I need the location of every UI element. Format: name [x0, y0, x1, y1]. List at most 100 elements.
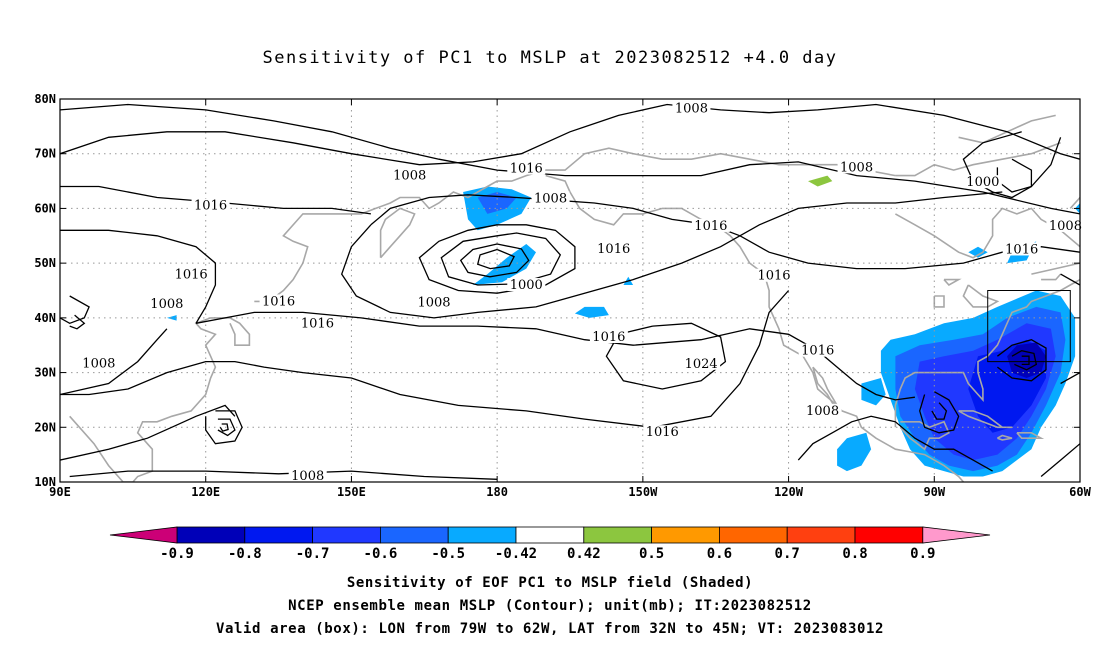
contour-label-bg: [682, 356, 721, 370]
contour-label: 1008: [291, 469, 324, 484]
contour-label: 1008: [417, 296, 450, 311]
contour-label-bg: [755, 268, 793, 282]
colorbar-bin: [854, 526, 924, 544]
contour-label-bg: [390, 168, 429, 182]
colorbar-tick-label: -0.6: [364, 546, 398, 562]
contour-label: 1016: [301, 316, 334, 331]
lat-tick-label: 50N: [34, 256, 56, 270]
contour-label: 1000: [966, 175, 999, 190]
mslp-isobar: [1021, 355, 1030, 366]
coastline-segment: [69, 317, 251, 482]
contour-label: 1016: [175, 268, 208, 283]
map-frame: [59, 98, 1081, 483]
lat-tick-label: 60N: [34, 201, 56, 215]
contour-label-bg: [594, 241, 633, 255]
coastline-segment: [958, 114, 1056, 144]
colorbar-tick-label: 0.5: [639, 546, 664, 562]
mslp-isobar: [996, 158, 1033, 193]
mslp-isobar: [60, 103, 1080, 215]
colorbar-bin: [651, 526, 720, 544]
contour-label-bg: [507, 161, 546, 175]
mslp-isobar: [219, 423, 229, 432]
contour-label: 1000: [510, 278, 543, 293]
mslp-isobar: [1060, 273, 1080, 286]
coastline-segment: [545, 174, 965, 482]
mslp-isobar: [1040, 443, 1080, 477]
colorbar-tick-label: -0.8: [228, 546, 262, 562]
shading-region: [1007, 342, 1046, 378]
mslp-isobar: [69, 470, 498, 480]
coastline-segment: [1069, 196, 1080, 209]
mslp-isobar: [797, 415, 993, 472]
contour-label: 1008: [840, 160, 873, 175]
contour-label: 1008: [82, 356, 115, 371]
lat-tick-label: 80N: [34, 92, 56, 106]
caption-line-2: NCEP ensemble mean MSLP (Contour); unit(…: [288, 598, 812, 614]
mslp-isobar: [931, 402, 948, 420]
contour-label: 1016: [510, 161, 543, 176]
colorbar-tick-label: 0.6: [707, 546, 732, 562]
caption-line-3: Valid area (box): LON from 79W to 62W, L…: [215, 621, 885, 637]
colorbar-bin: [312, 526, 381, 544]
colorbar-tick-label: -0.5: [431, 546, 465, 562]
contour-label-bg: [643, 425, 682, 439]
mslp-isobar: [459, 243, 530, 278]
coastline-segment: [958, 410, 1012, 429]
caption-line-1: Sensitivity of EOF PC1 to MSLP field (Sh…: [346, 575, 754, 591]
mslp-isobar: [418, 224, 576, 294]
contour-label-bg: [963, 175, 1002, 189]
mslp-isobar: [962, 131, 1062, 199]
contour-label-bg: [798, 343, 837, 357]
contour-label-bg: [672, 101, 711, 115]
colorbar-bin: [379, 526, 449, 544]
contour-label-bg: [507, 278, 546, 292]
colorbar-tick-label: 0.9: [910, 546, 935, 562]
coastline-segment: [962, 284, 1000, 308]
coastline-segment: [895, 142, 1061, 177]
lon-tick-label: 60W: [1069, 485, 1091, 499]
contour-label: 1008: [393, 169, 426, 184]
mslp-isobar: [605, 322, 727, 390]
contour-label: 1008: [675, 101, 708, 116]
contour-label-bg: [1046, 218, 1085, 232]
coastline-segment: [933, 295, 945, 308]
coastline-segment: [379, 207, 416, 259]
colorbar-tick-label: -0.42: [495, 546, 537, 562]
lat-tick-label: 40N: [34, 311, 56, 325]
contour-label-bg: [589, 330, 628, 344]
shading-region: [472, 244, 536, 285]
contour-label: 1024: [685, 357, 718, 372]
contour-label: 1016: [262, 294, 295, 309]
contour-label-bg: [191, 198, 230, 212]
colorbar-tick-label: 0.8: [842, 546, 867, 562]
colorbar-tick-label: 0.42: [567, 546, 601, 562]
mslp-isobar: [195, 311, 915, 401]
mslp-isobar: [997, 339, 1047, 382]
mslp-isobar: [340, 191, 1003, 319]
figure-title: Sensitivity of PC1 to MSLP at 2023082512…: [262, 48, 838, 68]
colorbar-bin: [515, 526, 585, 544]
colorbar-tick-label: 0.7: [775, 546, 800, 562]
lat-tick-label: 10N: [34, 475, 56, 489]
lon-tick-label: 90E: [49, 485, 71, 499]
contour-label-bg: [172, 267, 211, 281]
contour-label: 1016: [597, 242, 630, 257]
shading-region: [808, 175, 833, 187]
coastline-segment: [254, 147, 896, 303]
contour-label-bg: [415, 295, 453, 309]
mslp-isobar: [1060, 372, 1080, 385]
contour-label: 1016: [801, 344, 834, 359]
contour-label: 1008: [150, 297, 183, 312]
coastline-segment: [943, 278, 962, 287]
mslp-isobar: [1011, 350, 1038, 371]
coastline-segment: [997, 434, 1013, 441]
contour-label: 1016: [592, 330, 625, 345]
coastline-segment: [1016, 432, 1045, 439]
shading-region: [968, 246, 988, 258]
coastline-segment: [1031, 262, 1080, 275]
contour-label-bg: [147, 297, 186, 311]
contour-label: 1016: [646, 425, 679, 440]
mslp-isobar: [60, 103, 1080, 166]
contour-label-bg: [531, 191, 570, 205]
